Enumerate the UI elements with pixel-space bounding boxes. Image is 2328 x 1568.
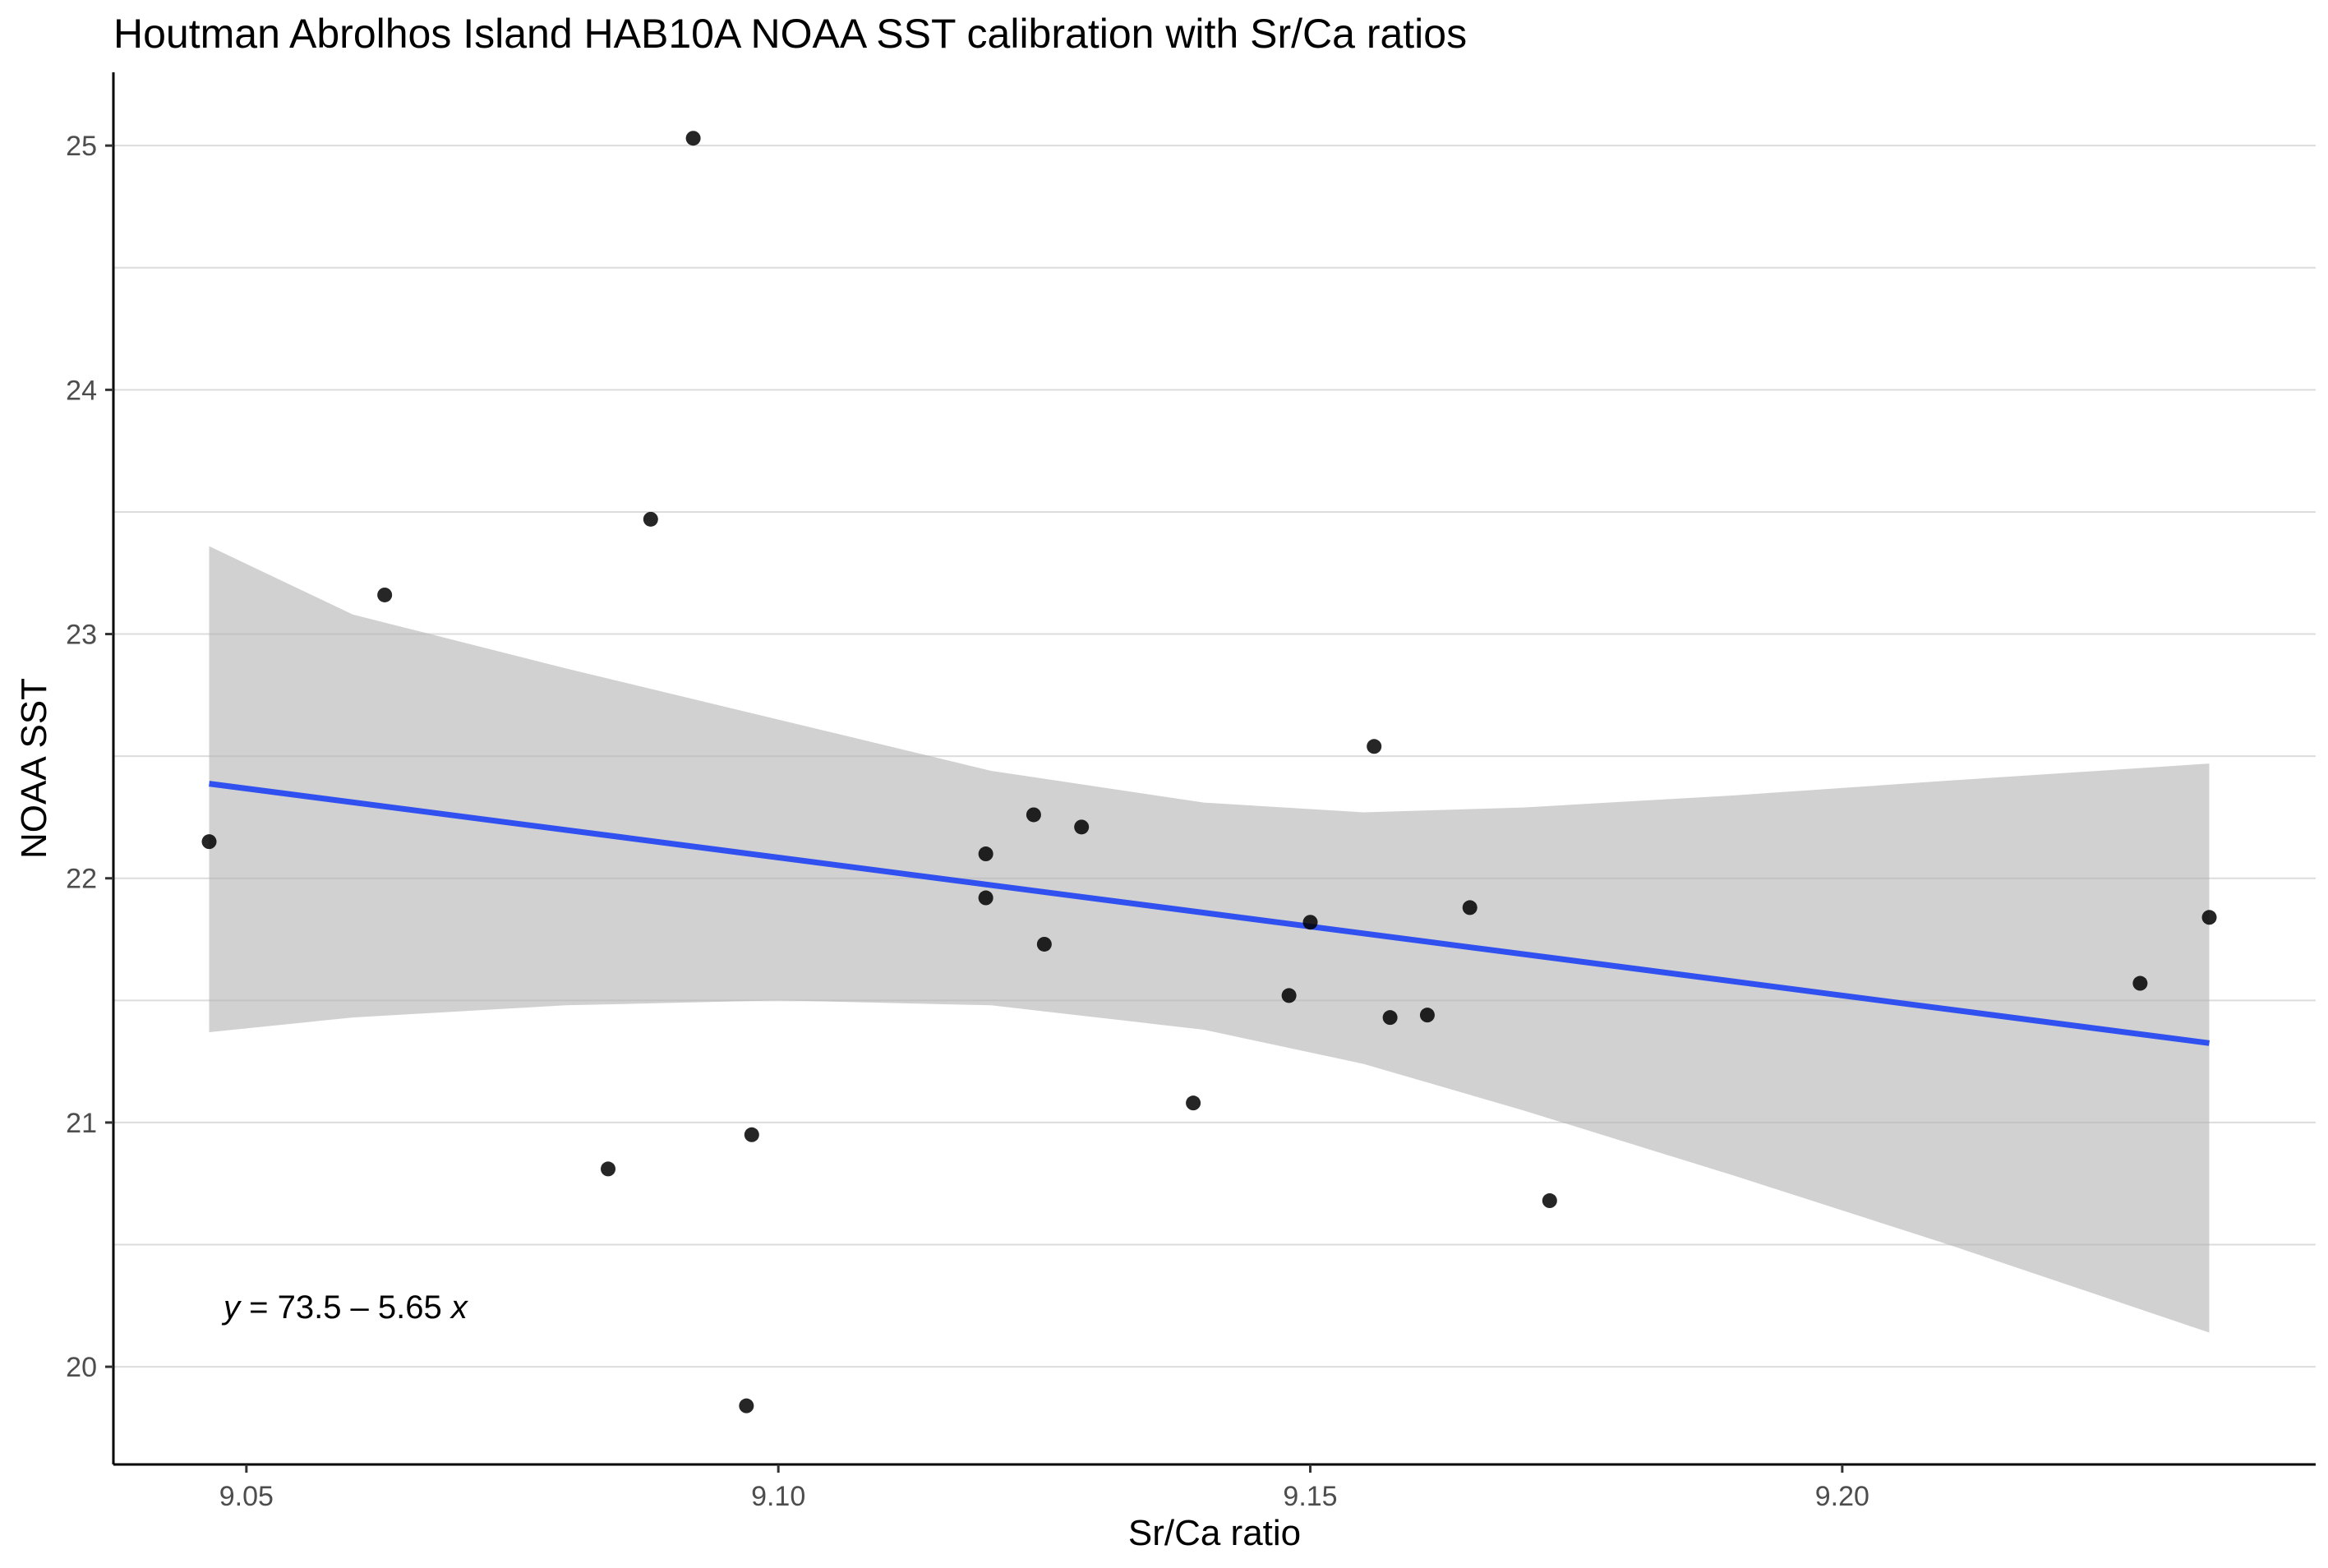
data-point [1542,1193,1557,1209]
data-point [2201,910,2217,925]
y-tick-label: 22 [66,864,97,895]
data-point [978,846,993,862]
x-tick-label: 9.05 [219,1481,274,1512]
chart-title: Houtman Abrolhos Island HAB10A NOAA SST … [113,11,1468,57]
data-point [744,1127,759,1142]
equation-part: = 73.5 – 5.65 [240,1289,451,1326]
y-tick-label: 24 [66,375,97,406]
confidence-band [209,546,2210,1333]
data-point [201,834,217,850]
x-tick-label: 9.20 [1815,1481,1869,1512]
y-tick-label: 20 [66,1352,97,1383]
x-tick-label: 9.10 [751,1481,805,1512]
equation-part: x [449,1289,469,1326]
data-point [1036,936,1052,952]
data-point [978,890,993,906]
data-point [1302,915,1318,930]
data-point [1462,900,1477,915]
data-point [1026,807,1041,823]
data-point [1186,1095,1201,1111]
data-point [1382,1010,1398,1026]
y-tick-label: 25 [66,131,97,162]
data-point [1074,819,1090,835]
data-point [1367,739,1382,754]
data-point [1281,988,1297,1003]
y-tick-label: 23 [66,620,97,651]
regression-equation: y = 73.5 – 5.65 x [221,1289,469,1326]
regression-line [209,781,2210,1046]
data-point [1419,1008,1435,1023]
x-axis-title: Sr/Ca ratio [1128,1513,1301,1553]
equation-part: y [221,1289,242,1326]
data-point [685,131,701,146]
y-axis-title: NOAA SST [14,678,54,859]
x-tick-label: 9.15 [1283,1481,1337,1512]
y-tick-label: 21 [66,1108,97,1139]
data-point [739,1398,754,1414]
data-point [377,587,393,602]
data-point [601,1161,616,1177]
data-point [643,511,658,527]
data-point [2132,975,2148,991]
